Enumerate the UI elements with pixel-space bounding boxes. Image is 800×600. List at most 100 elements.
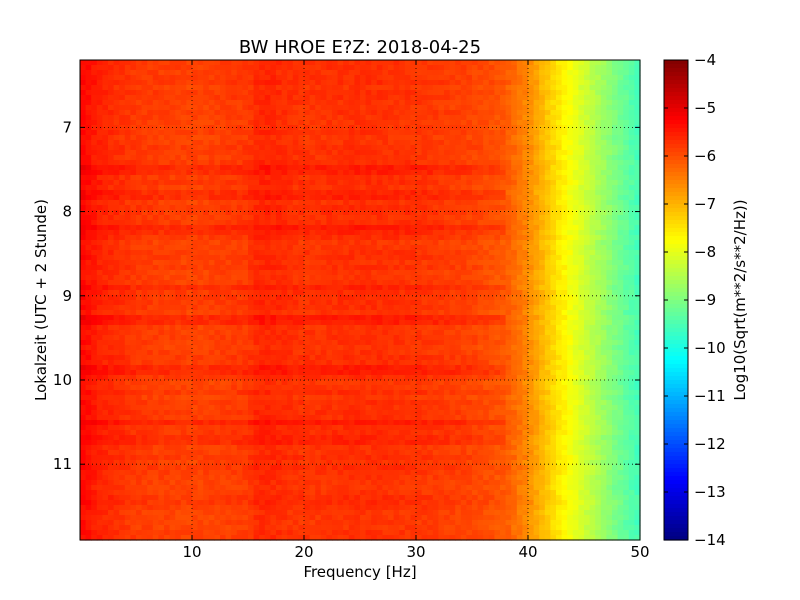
heatmap-cell bbox=[528, 255, 535, 261]
heatmap-cell bbox=[539, 255, 546, 261]
heatmap-cell bbox=[236, 165, 243, 171]
heatmap-cell bbox=[388, 150, 395, 156]
heatmap-cell bbox=[343, 280, 350, 286]
heatmap-cell bbox=[242, 115, 249, 121]
heatmap-cell bbox=[382, 100, 389, 106]
heatmap-cell bbox=[96, 95, 103, 101]
heatmap-cell bbox=[242, 305, 249, 311]
heatmap-cell bbox=[500, 210, 507, 216]
heatmap-cell bbox=[108, 240, 115, 246]
heatmap-cell bbox=[628, 270, 635, 276]
heatmap-cell bbox=[382, 130, 389, 136]
heatmap-cell bbox=[332, 180, 339, 186]
heatmap-cell bbox=[141, 195, 148, 201]
heatmap-cell bbox=[460, 70, 467, 76]
heatmap-cell bbox=[600, 75, 607, 81]
heatmap-cell bbox=[192, 275, 199, 281]
heatmap-cell bbox=[141, 180, 148, 186]
heatmap-cell bbox=[320, 225, 327, 231]
heatmap-cell bbox=[444, 190, 451, 196]
heatmap-cell bbox=[276, 70, 283, 76]
heatmap-cell bbox=[522, 225, 529, 231]
heatmap-cell bbox=[203, 215, 210, 221]
heatmap-cell bbox=[589, 205, 596, 211]
heatmap-cell bbox=[628, 135, 635, 141]
heatmap-cell bbox=[80, 90, 87, 96]
heatmap-cell bbox=[180, 290, 187, 296]
heatmap-cell bbox=[505, 105, 512, 111]
heatmap-cell bbox=[399, 130, 406, 136]
heatmap-cell bbox=[432, 280, 439, 286]
heatmap-cell bbox=[309, 60, 316, 66]
heatmap-cell bbox=[354, 200, 361, 206]
heatmap-cell bbox=[516, 190, 523, 196]
heatmap-cell bbox=[494, 280, 501, 286]
heatmap-cell bbox=[309, 250, 316, 256]
heatmap-cell bbox=[186, 305, 193, 311]
heatmap-cell bbox=[80, 285, 87, 291]
heatmap-cell bbox=[477, 180, 484, 186]
heatmap-cell bbox=[124, 125, 131, 131]
heatmap-cell bbox=[354, 170, 361, 176]
heatmap-cell bbox=[231, 285, 238, 291]
heatmap-cell bbox=[141, 135, 148, 141]
heatmap-cell bbox=[225, 65, 232, 71]
heatmap-cell bbox=[421, 140, 428, 146]
heatmap-cell bbox=[203, 290, 210, 296]
heatmap-cell bbox=[337, 140, 344, 146]
heatmap-cell bbox=[393, 225, 400, 231]
heatmap-cell bbox=[208, 80, 215, 86]
heatmap-cell bbox=[141, 260, 148, 266]
heatmap-cell bbox=[236, 215, 243, 221]
heatmap-cell bbox=[158, 290, 165, 296]
heatmap-cell bbox=[276, 235, 283, 241]
heatmap-cell bbox=[556, 70, 563, 76]
heatmap-cell bbox=[136, 275, 143, 281]
heatmap-cell bbox=[556, 270, 563, 276]
heatmap-cell bbox=[410, 190, 417, 196]
heatmap-cell bbox=[186, 170, 193, 176]
heatmap-cell bbox=[612, 265, 619, 271]
heatmap-cell bbox=[432, 225, 439, 231]
heatmap-cell bbox=[348, 170, 355, 176]
heatmap-cell bbox=[488, 280, 495, 286]
heatmap-cell bbox=[589, 140, 596, 146]
heatmap-cell bbox=[169, 290, 176, 296]
heatmap-cell bbox=[270, 215, 277, 221]
heatmap-cell bbox=[612, 255, 619, 261]
heatmap-cell bbox=[376, 175, 383, 181]
heatmap-cell bbox=[432, 195, 439, 201]
heatmap-cell bbox=[231, 130, 238, 136]
heatmap-cell bbox=[242, 215, 249, 221]
heatmap-cell bbox=[298, 150, 305, 156]
heatmap-cell bbox=[595, 210, 602, 216]
heatmap-cell bbox=[354, 255, 361, 261]
heatmap-cell bbox=[376, 135, 383, 141]
heatmap-cell bbox=[186, 95, 193, 101]
heatmap-cell bbox=[528, 265, 535, 271]
heatmap-cell bbox=[589, 145, 596, 151]
heatmap-cell bbox=[96, 205, 103, 211]
heatmap-cell bbox=[416, 195, 423, 201]
heatmap-cell bbox=[500, 85, 507, 91]
heatmap-cell bbox=[264, 190, 271, 196]
heatmap-cell bbox=[264, 200, 271, 206]
heatmap-cell bbox=[612, 270, 619, 276]
heatmap-cell bbox=[416, 190, 423, 196]
heatmap-cell bbox=[253, 110, 260, 116]
heatmap-cell bbox=[281, 70, 288, 76]
heatmap-cell bbox=[197, 205, 204, 211]
heatmap-cell bbox=[449, 200, 456, 206]
heatmap-cell bbox=[124, 135, 131, 141]
heatmap-cell bbox=[175, 255, 182, 261]
heatmap-cell bbox=[326, 155, 333, 161]
heatmap-cell bbox=[561, 300, 568, 306]
heatmap-cell bbox=[225, 275, 232, 281]
heatmap-cell bbox=[488, 105, 495, 111]
heatmap-cell bbox=[388, 115, 395, 121]
heatmap-cell bbox=[225, 60, 232, 66]
heatmap-cell bbox=[124, 75, 131, 81]
heatmap-cell bbox=[326, 240, 333, 246]
heatmap-cell bbox=[505, 180, 512, 186]
heatmap-cell bbox=[102, 215, 109, 221]
